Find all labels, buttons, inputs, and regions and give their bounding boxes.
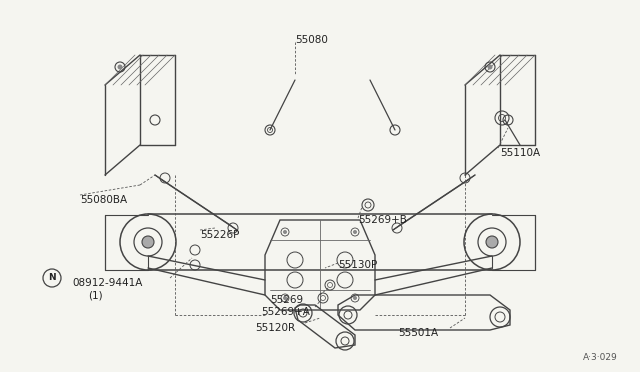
Text: 55269+A: 55269+A xyxy=(261,307,310,317)
Text: N: N xyxy=(48,273,56,282)
Circle shape xyxy=(283,230,287,234)
Text: 55080BA: 55080BA xyxy=(80,195,127,205)
Text: 55269: 55269 xyxy=(270,295,303,305)
Circle shape xyxy=(142,236,154,248)
Circle shape xyxy=(488,64,493,70)
Text: 55130P: 55130P xyxy=(338,260,377,270)
Circle shape xyxy=(353,230,357,234)
Text: A·3·029: A·3·029 xyxy=(583,353,618,362)
Circle shape xyxy=(353,296,357,300)
Text: 55501A: 55501A xyxy=(398,328,438,338)
Circle shape xyxy=(283,296,287,300)
Text: 55226P: 55226P xyxy=(200,230,239,240)
Text: 55080: 55080 xyxy=(295,35,328,45)
Circle shape xyxy=(486,236,498,248)
Circle shape xyxy=(118,64,122,70)
Text: 55110A: 55110A xyxy=(500,148,540,158)
Text: 55120R: 55120R xyxy=(255,323,295,333)
Text: (1): (1) xyxy=(88,291,102,301)
Text: 55269+B: 55269+B xyxy=(358,215,407,225)
Text: 08912-9441A: 08912-9441A xyxy=(72,278,142,288)
